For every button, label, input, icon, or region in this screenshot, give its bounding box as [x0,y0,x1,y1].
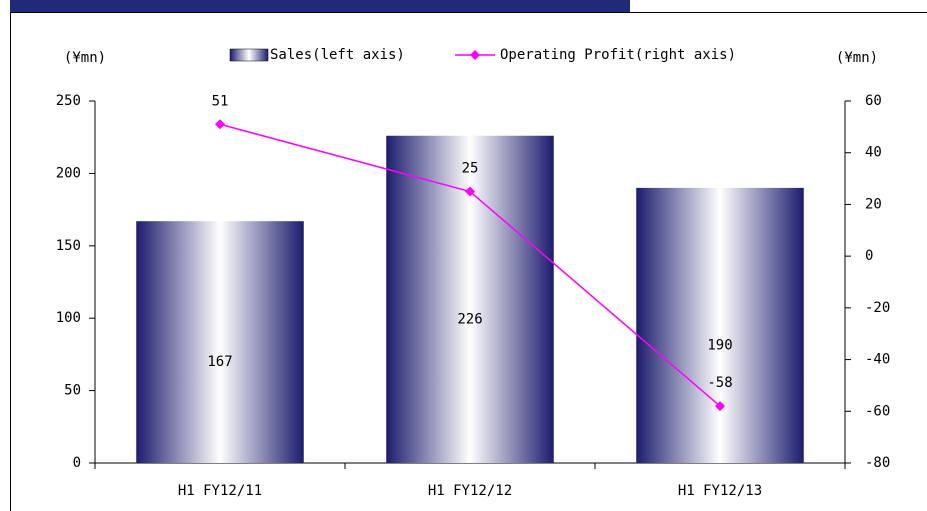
bar-value-label: 190 [707,337,732,353]
y-tick-label: 50 [64,383,81,399]
y-tick-label: 200 [56,165,81,181]
line-marker [465,186,475,197]
legend-marker [470,50,480,60]
y2-tick-label: -40 [865,352,890,368]
line-marker [715,401,725,412]
y-tick-label: 0 [73,455,81,471]
y2-tick-label: -60 [865,403,890,419]
legend-label: Operating Profit(right axis) [500,47,736,63]
x-tick-label: H1 FY12/13 [678,483,762,499]
x-tick-label: H1 FY12/12 [428,483,512,499]
line-value-label: -58 [707,375,732,391]
header-banner [10,0,630,12]
y2-tick-label: 20 [865,196,882,212]
y-unit: (¥mn) [64,50,106,66]
y-tick-label: 150 [56,238,81,254]
y2-tick-label: 0 [865,248,873,264]
x-tick-label: H1 FY12/11 [178,483,262,499]
frame [10,12,927,511]
line-value-label: 51 [212,93,229,109]
bar [136,221,304,463]
y2-tick-label: -80 [865,455,890,471]
line-marker [215,119,225,130]
bar-value-label: 226 [457,311,482,327]
y2-unit: (¥mn) [836,50,878,66]
y2-tick-label: 40 [865,145,882,161]
legend-swatch [229,48,269,62]
y2-tick-label: -20 [865,300,890,316]
y-tick-label: 250 [56,93,81,109]
line-value-label: 25 [462,161,479,177]
y-tick-label: 100 [56,310,81,326]
bar-value-label: 167 [207,354,232,370]
legend-label: Sales(left axis) [270,47,405,63]
bar [386,135,554,463]
bar [636,187,804,463]
y2-tick-label: 60 [865,93,882,109]
